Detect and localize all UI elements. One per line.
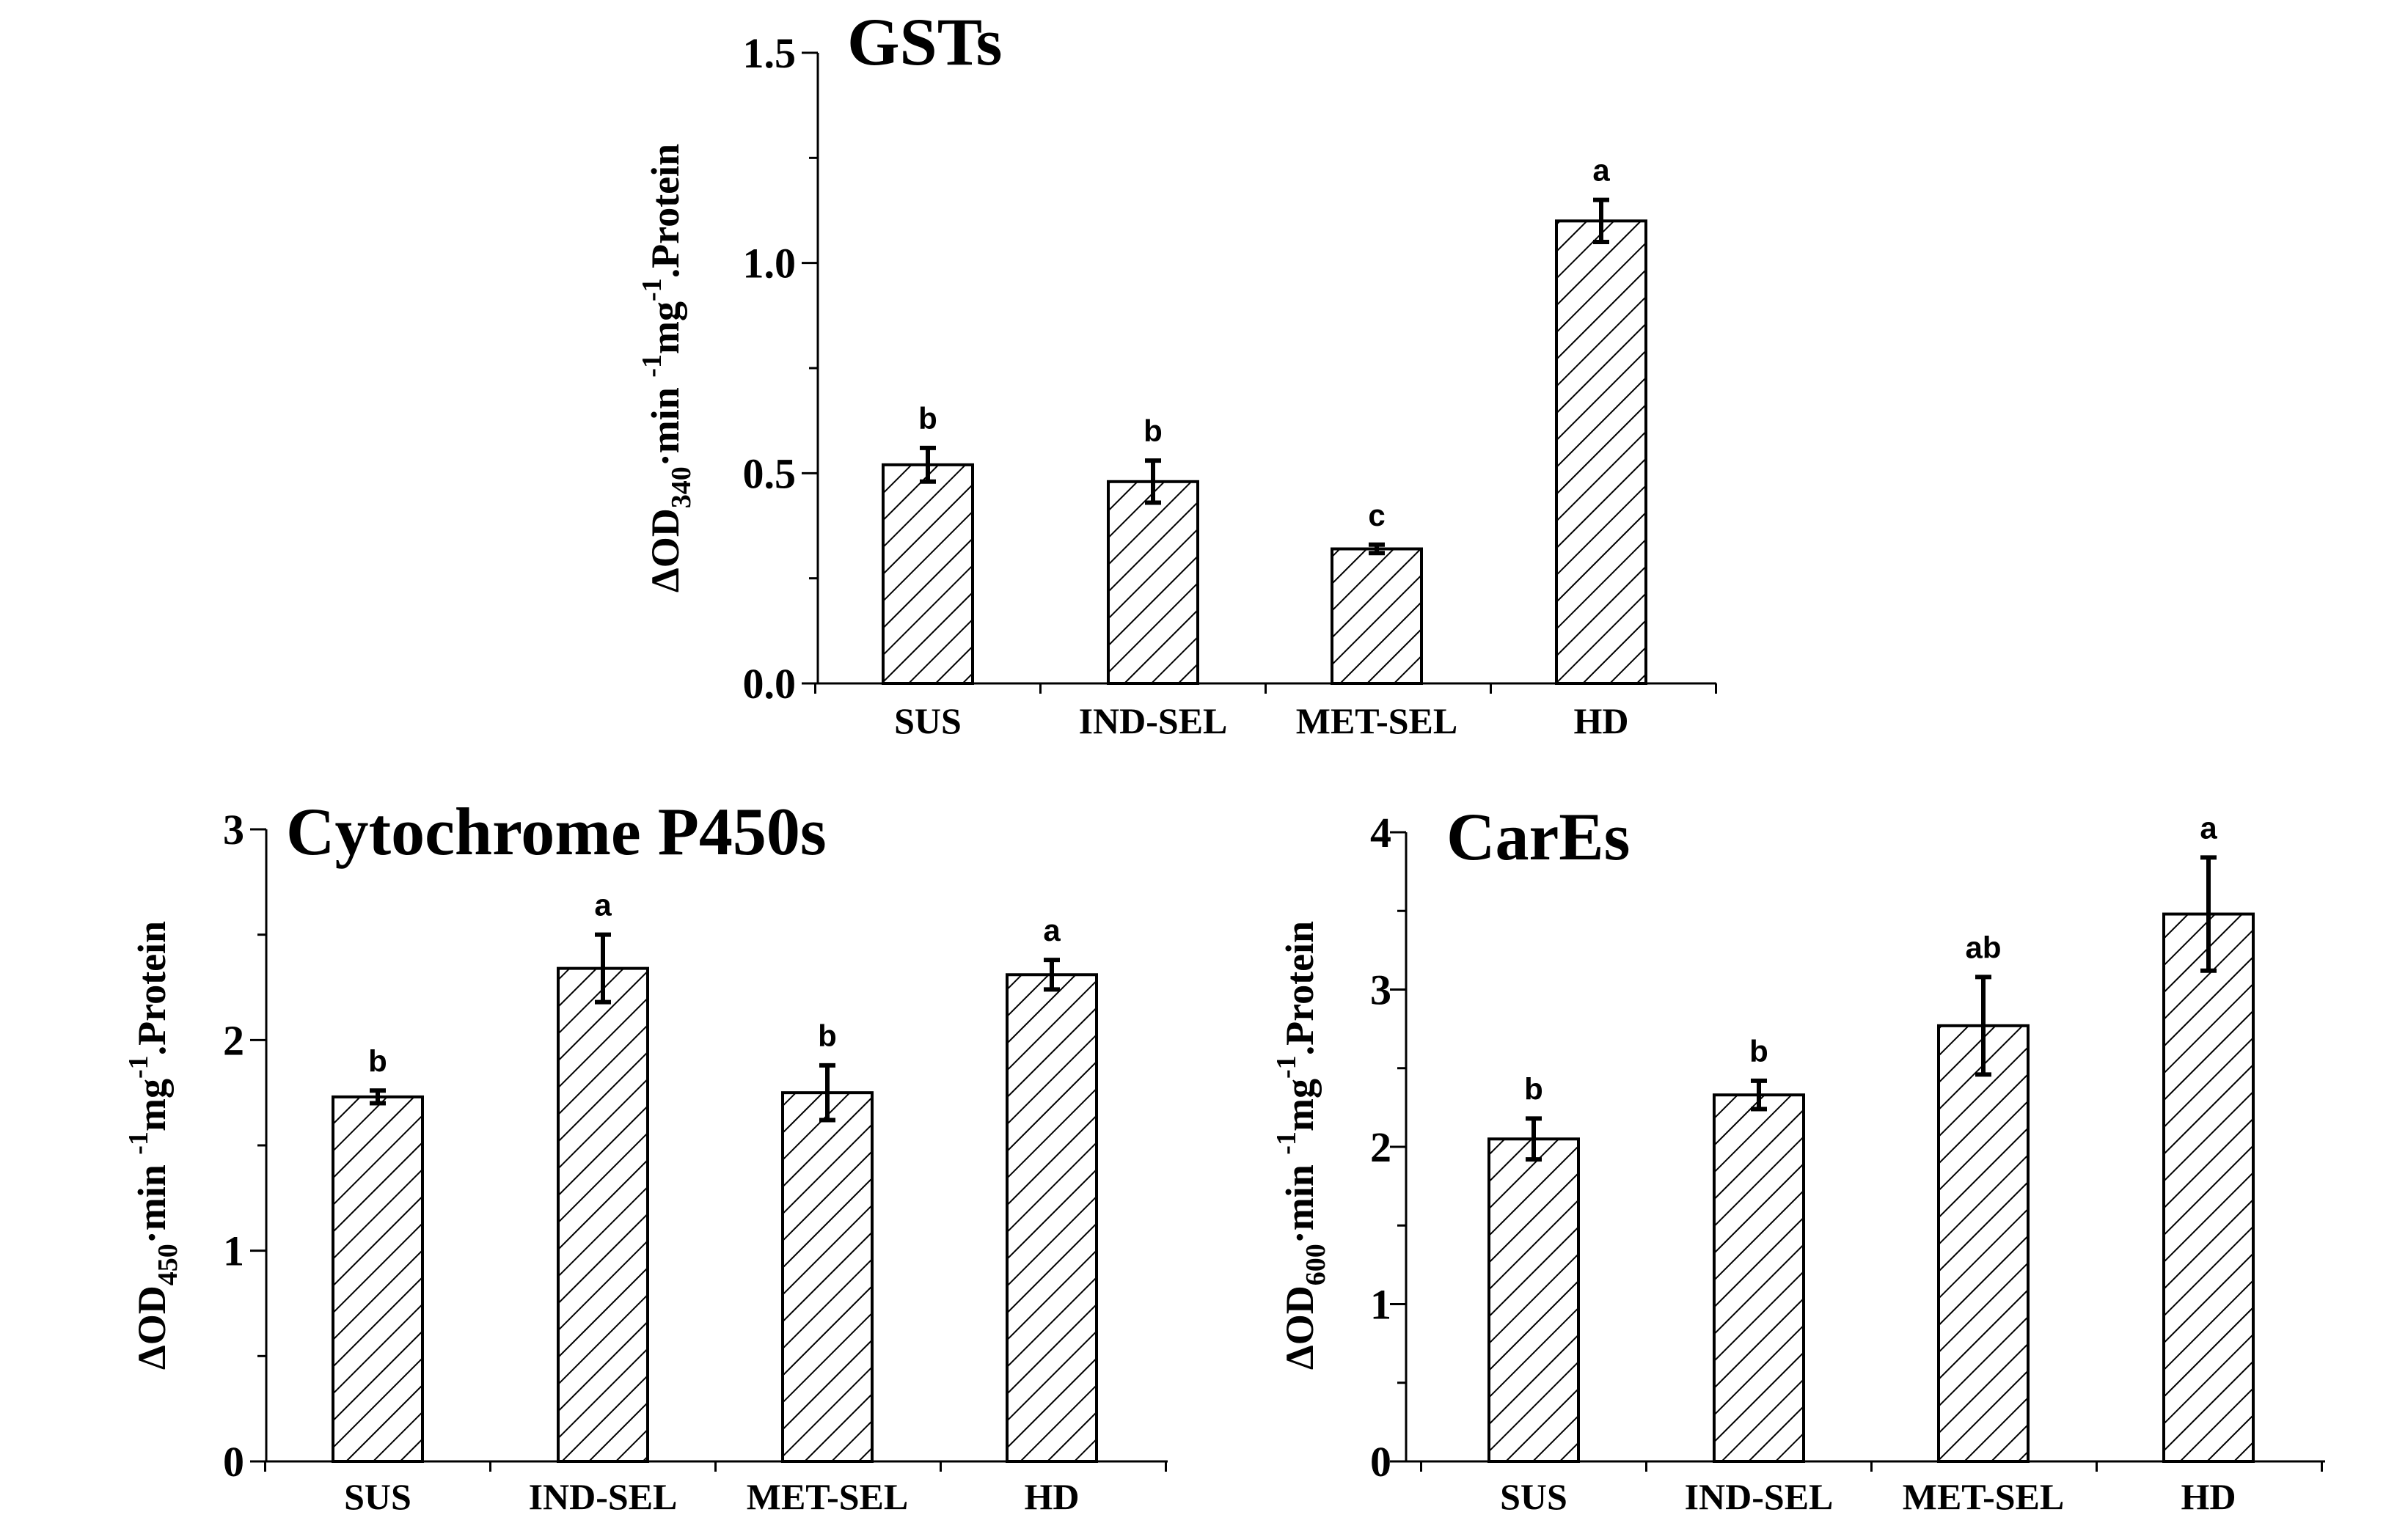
y-tick-label: 1 [223,1227,244,1275]
category-label: IND-SEL [1079,700,1228,741]
bar-met-sel [1331,547,1423,685]
bar-met-sel [1937,1024,2030,1463]
gst-chart: 0.0 0.5 1.0 1.5 b SUS b IND-SEL c MET-SEL a HD GSTs Δ… [637,4,1717,741]
y-tick-label: 1 [1370,1281,1391,1329]
significance-letter: b [918,401,937,436]
significance-letter: a [594,888,612,922]
category-label: MET-SEL [1296,700,1457,741]
bar-ind-sel [1713,1093,1805,1463]
y-tick-label: 0.5 [743,449,797,497]
y-axis-label-part: -1 [123,1055,154,1079]
category-label: HD [1574,700,1629,741]
y-tick-label: 0 [1370,1438,1391,1486]
y-tick-label: 3 [1370,966,1391,1014]
category-label: SUS [894,700,962,741]
significance-letter: ab [1965,930,2001,964]
bar-hd [1555,219,1647,686]
y-axis-label-part: mg [643,301,687,354]
y-axis-label-part: .Protein [1278,921,1322,1055]
category-label: SUS [1500,1476,1567,1517]
y-axis-label-part: -1 [637,278,667,301]
y-axis-label-part: mg [1278,1079,1322,1131]
significance-letter: b [1143,414,1163,448]
y-axis-label-part: -1 [123,1131,154,1155]
category-label: IND-SEL [1685,1476,1834,1517]
p450-chart: 0 1 2 3 b SUS a IND-SEL b MET-SEL a HD Cytochrome P4… [123,794,1168,1517]
category-label: HD [2181,1476,2236,1517]
y-axis-label-part: .Protein [130,921,174,1055]
bar-hd [1006,973,1098,1463]
y-tick-label: 0 [223,1438,244,1486]
significance-letter: b [1749,1034,1768,1068]
category-label: SUS [344,1476,411,1517]
bar-ind-sel [557,966,649,1463]
care-chart: 0 1 2 3 4 b SUS b IND-SEL ab MET-SEL a HD CarEs ΔOD600… [1271,799,2325,1517]
y-axis-label: ΔOD340·min -1mg-1.Protein [637,144,697,592]
y-tick-label: 0.0 [743,660,797,708]
category-label: IND-SEL [529,1476,678,1517]
y-axis-label-part: 600 [1300,1244,1331,1285]
y-axis-label-part: 450 [153,1244,183,1285]
category-label: MET-SEL [747,1476,908,1517]
y-axis-label: ΔOD450·min -1mg-1.Protein [123,921,183,1370]
y-tick-label: 4 [1370,809,1391,856]
y-axis-label-part: ΔOD [1278,1285,1322,1370]
y-axis-label-part: ΔOD [130,1285,174,1370]
significance-letter: a [2200,810,2217,845]
y-axis-label-part: mg [130,1079,174,1131]
bar-sus [882,463,974,685]
significance-letter: c [1368,498,1385,532]
y-tick-label: 3 [223,806,244,854]
y-axis-label-part: -1 [1271,1131,1302,1155]
y-axis-label-part: ·min [1278,1155,1322,1244]
y-axis-label-part: ·min [130,1155,174,1244]
bar-met-sel [781,1091,874,1463]
significance-letter: b [368,1043,387,1078]
bar-ind-sel [1107,480,1199,685]
significance-letter: b [1524,1071,1543,1106]
y-axis-label-part: .Protein [643,144,687,278]
y-axis-label-part: -1 [637,354,667,378]
y-axis-label-part: 340 [666,466,697,508]
chart-title: GSTs [847,4,1002,79]
chart-title: Cytochrome P450s [286,794,827,869]
y-axis-label-part: -1 [1271,1055,1302,1079]
y-tick-label: 2 [1370,1123,1391,1171]
y-tick-label: 2 [223,1016,244,1064]
category-label: HD [1025,1476,1080,1517]
bar-sus [332,1095,424,1463]
chart-title: CarEs [1446,799,1630,874]
y-axis-label-part: ·min [643,378,687,467]
bar-sus [1487,1137,1580,1464]
significance-letter: a [1043,913,1061,947]
significance-letter: a [1592,153,1610,188]
y-tick-label: 1.0 [743,240,797,287]
significance-letter: b [818,1019,837,1053]
y-axis-label: ΔOD600·min -1mg-1.Protein [1271,921,1331,1370]
category-label: MET-SEL [1903,1476,2064,1517]
bar-hd [2162,912,2255,1464]
y-tick-label: 1.5 [743,29,797,77]
y-axis-label-part: ΔOD [643,508,687,592]
